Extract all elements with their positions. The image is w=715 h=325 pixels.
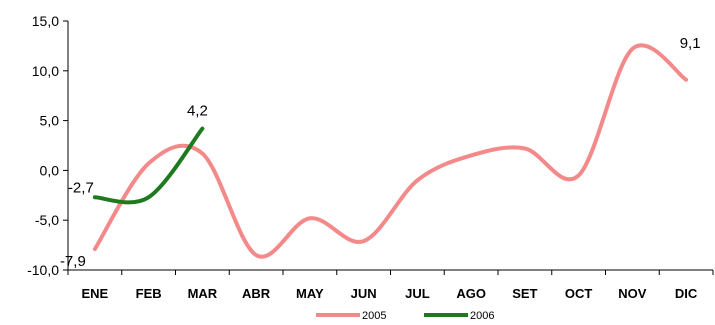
y-tick-label: 15,0 [32,13,59,29]
x-axis-categories: ENE FEB MAR ABR MAY JUN JUL AGO SET OCT NOV DIC [67,270,714,301]
data-label: -2,7 [68,179,94,196]
x-category-label: MAR [188,286,218,301]
x-category-label: JUN [351,286,377,301]
x-category-label: DIC [675,286,698,301]
series-line-2006 [92,126,205,205]
legend-label-2005: 2005 [362,310,386,322]
x-category-label: ABR [242,286,271,301]
x-category-label: SET [512,286,537,301]
x-category-label: ENE [82,286,109,301]
chart-legend: 2005 2006 [316,310,494,322]
chart-axes [67,21,713,271]
x-category-label: NOV [618,286,647,301]
y-tick-label: -10,0 [27,262,59,278]
series-line-2005 [92,43,689,259]
y-axis-ticks: 15,0 10,0 5,0 0,0 -5,0 -10,0 [27,13,68,278]
y-tick-label: 10,0 [32,63,59,79]
data-label: 4,2 [187,103,208,120]
y-tick-label: 5,0 [40,113,60,129]
data-labels: -7,9 -2,7 4,2 9,1 [60,35,701,270]
data-label: -7,9 [60,253,86,270]
legend-label-2006: 2006 [470,310,494,322]
y-tick-label: 0,0 [40,162,60,178]
x-category-label: MAY [296,286,324,301]
x-category-label: AGO [456,286,486,301]
x-category-label: JUL [405,286,430,301]
series-lines [92,43,689,259]
y-tick-label: -5,0 [35,212,59,228]
x-category-label: OCT [565,286,593,301]
x-category-label: FEB [136,286,162,301]
data-label: 9,1 [680,35,701,52]
